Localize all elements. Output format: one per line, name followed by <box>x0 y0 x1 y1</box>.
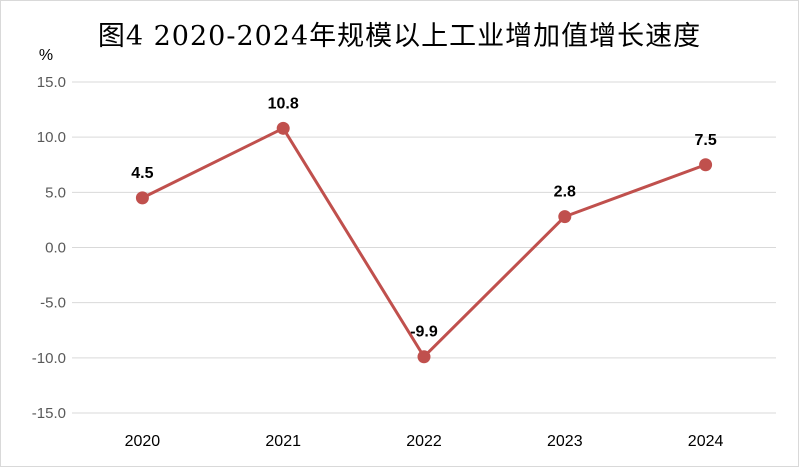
data-labels: 4.5 10.8 -9.9 2.8 7.5 <box>131 95 717 340</box>
data-point <box>276 121 290 135</box>
data-label: 4.5 <box>131 165 153 182</box>
x-tick-label: 2023 <box>547 433 583 450</box>
x-tick-label: 2020 <box>125 433 161 450</box>
y-axis-unit: % <box>39 47 53 64</box>
x-axis-ticks: 2020 2021 2022 2023 2024 <box>125 433 724 450</box>
chart-title: 图4 2020-2024年规模以上工业增加值增长速度 <box>97 21 702 52</box>
y-tick-label: 15.0 <box>37 74 66 91</box>
data-label: -9.9 <box>410 324 438 341</box>
data-label: 7.5 <box>694 132 716 149</box>
y-tick-label: -5.0 <box>40 295 66 312</box>
data-label: 10.8 <box>268 95 299 112</box>
data-point <box>135 191 149 205</box>
data-points <box>135 121 713 364</box>
x-tick-label: 2024 <box>688 433 724 450</box>
gridlines <box>72 81 776 414</box>
y-tick-label: -10.0 <box>32 350 66 367</box>
series-line <box>141 126 707 359</box>
y-axis-ticks: 15.0 10.0 5.0 0.0 -5.0 -10.0 -15.0 <box>32 74 66 422</box>
data-point <box>699 158 713 172</box>
y-tick-label: -15.0 <box>32 405 66 422</box>
series-line-path <box>141 126 707 359</box>
data-point <box>558 210 572 224</box>
y-tick-label: 0.0 <box>45 240 66 257</box>
x-tick-label: 2021 <box>265 433 301 450</box>
y-tick-label: 10.0 <box>37 129 66 146</box>
x-tick-label: 2022 <box>406 433 442 450</box>
data-label: 2.8 <box>554 184 576 201</box>
y-tick-label: 5.0 <box>45 184 66 201</box>
data-point <box>417 350 431 364</box>
